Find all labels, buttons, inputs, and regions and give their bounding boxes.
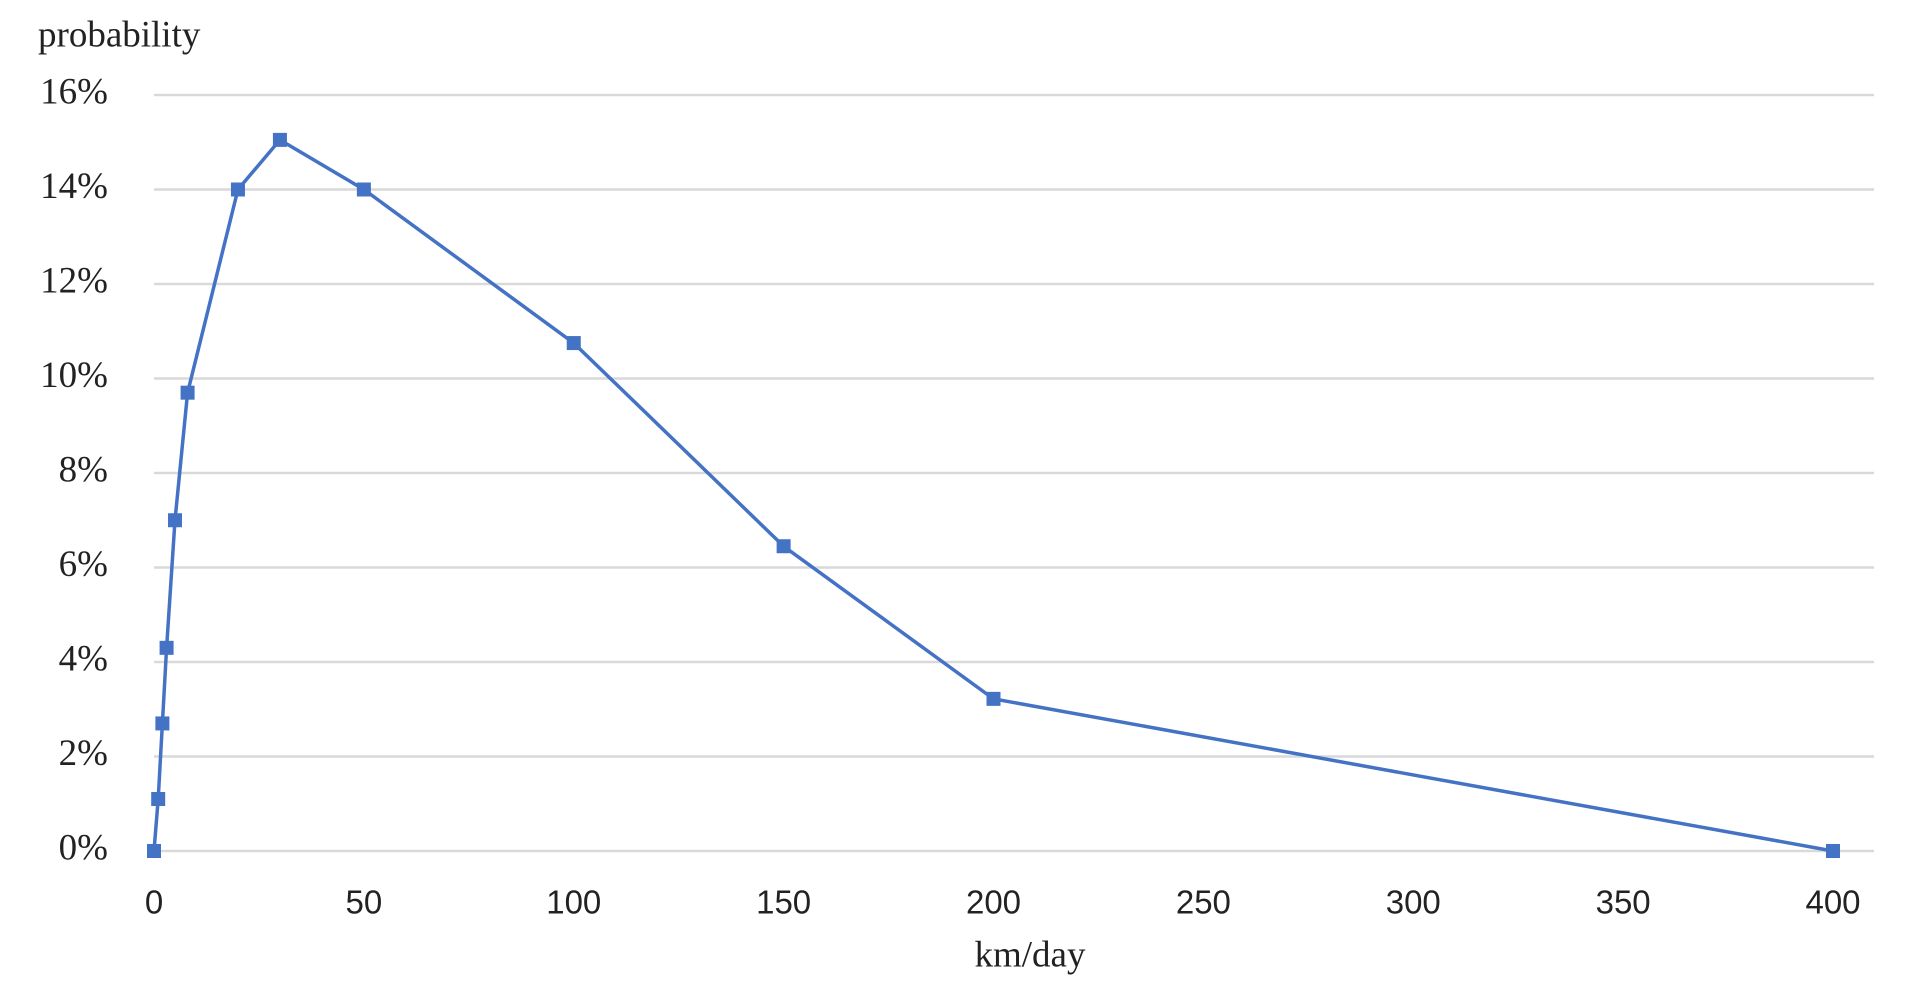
marker (155, 716, 170, 731)
marker (272, 132, 287, 147)
x-tick-label: 350 (1596, 884, 1651, 921)
x-tick-label: 0 (145, 884, 163, 921)
y-tick-label: 0% (59, 827, 108, 868)
marker (566, 336, 581, 351)
x-tick-label: 250 (1176, 884, 1231, 921)
y-tick-label: 16% (40, 71, 108, 112)
x-tick-label: 50 (346, 884, 383, 921)
x-tick-label: 300 (1386, 884, 1441, 921)
x-tick-label: 150 (756, 884, 811, 921)
x-tick-label: 400 (1805, 884, 1860, 921)
y-tick-label: 4% (59, 638, 108, 679)
marker (230, 182, 245, 197)
y-tick-label: 2% (59, 733, 108, 774)
marker (986, 691, 1001, 706)
marker (147, 844, 161, 858)
line (152, 137, 1834, 853)
y-axis-label: probability (38, 14, 201, 55)
marker (776, 539, 791, 554)
y-tick-label: 10% (40, 355, 108, 396)
x-tick-label: 200 (966, 884, 1021, 921)
y-tick-label: 14% (40, 166, 108, 207)
marker (1826, 844, 1840, 858)
y-tick-label: 8% (59, 449, 108, 490)
marker (151, 792, 166, 807)
marker (167, 513, 182, 528)
y-tick-label: 12% (40, 260, 108, 301)
marker (180, 385, 195, 400)
marker (356, 182, 371, 197)
marker (159, 640, 174, 655)
x-tick-label: 100 (546, 884, 601, 921)
x-axis-label: km/day (975, 934, 1086, 975)
y-tick-label: 6% (59, 544, 108, 585)
